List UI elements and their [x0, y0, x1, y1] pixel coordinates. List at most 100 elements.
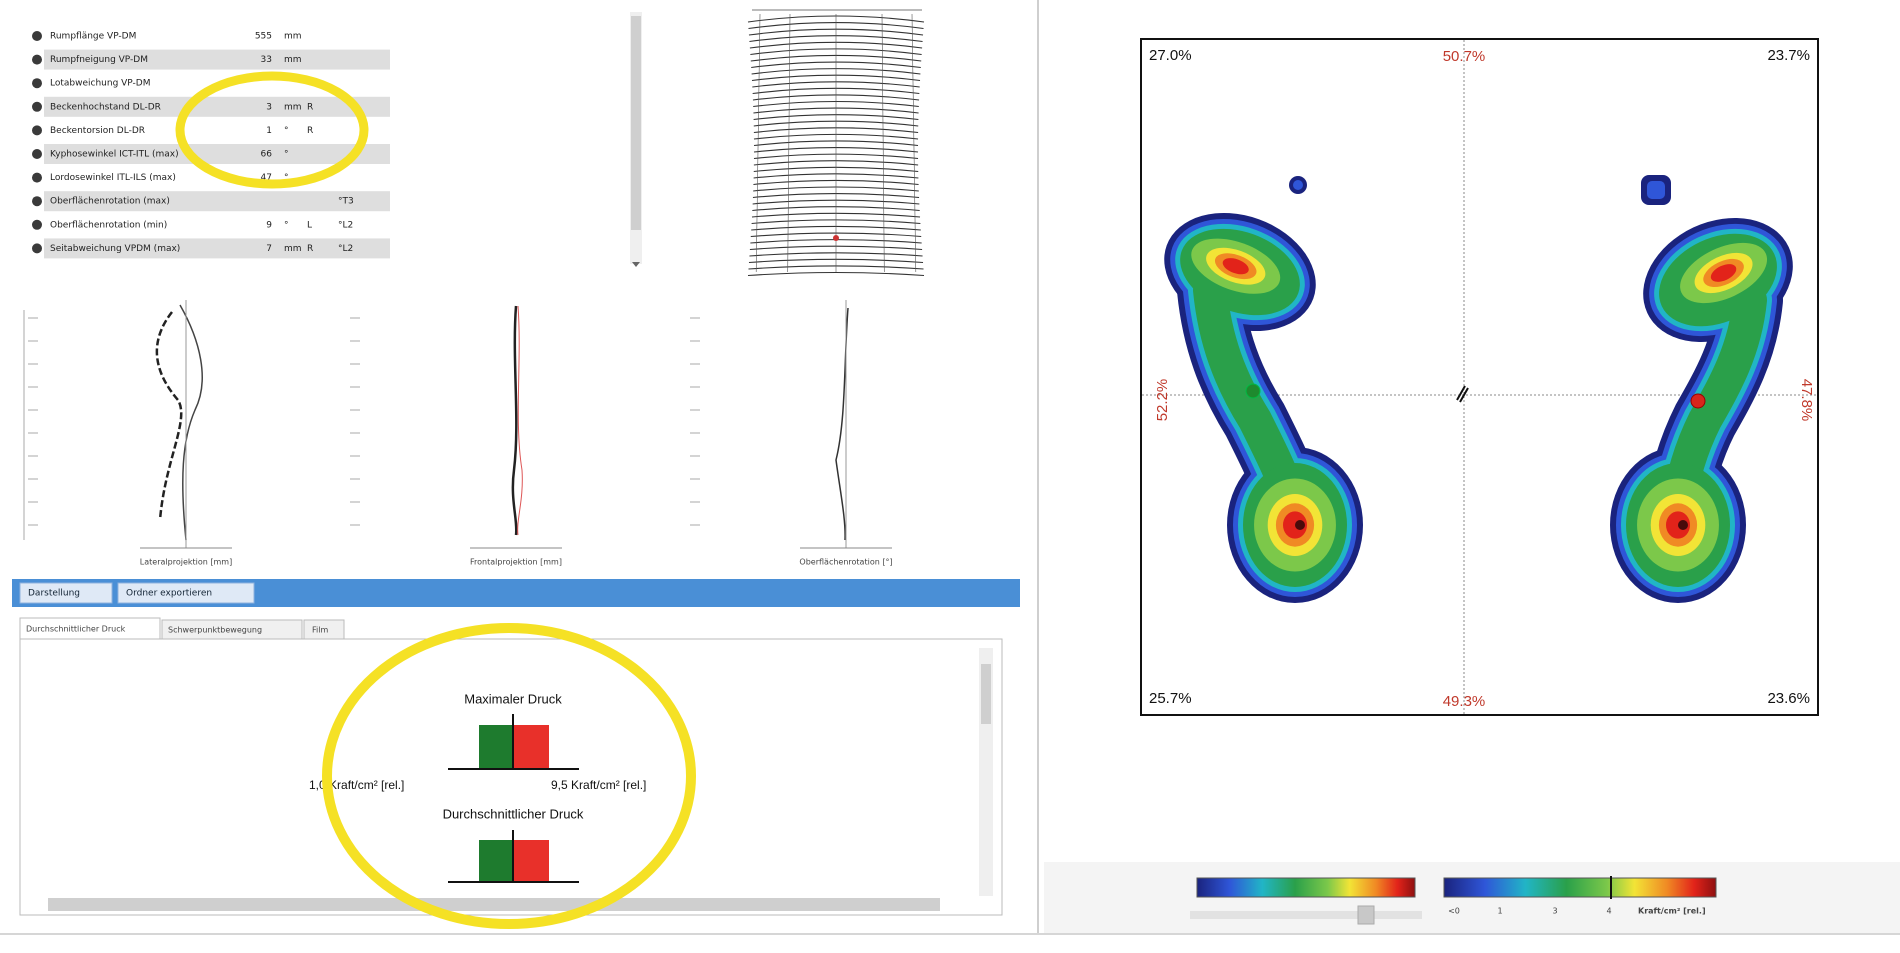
scroll-arrow[interactable] — [632, 262, 640, 267]
parameter-value: 555 — [255, 32, 272, 42]
row-bullet — [32, 54, 42, 65]
row-shade — [44, 49, 390, 70]
row-shade — [44, 144, 390, 164]
slider-track[interactable] — [1190, 911, 1422, 919]
dropdown[interactable] — [117, 582, 255, 604]
quadrant-label: 23.6% — [1767, 690, 1810, 707]
profile-label: Oberflächenrotation [°] — [799, 558, 892, 567]
profile-curve — [511, 305, 518, 536]
parameter-value: 1 — [266, 126, 272, 136]
section-title: Maximaler Druck — [464, 691, 562, 706]
heat-zone — [1222, 258, 1249, 275]
heat-zone — [1710, 264, 1737, 282]
parameter-name: Oberflächenrotation (min) — [50, 220, 167, 230]
dropdown[interactable] — [19, 582, 113, 604]
scrollbar-thumb[interactable] — [48, 898, 940, 911]
side-label: 52.2% — [1154, 379, 1171, 422]
heat-spot — [1647, 181, 1665, 199]
scan-landmark — [833, 235, 839, 241]
parameter-unit: ° — [284, 150, 289, 160]
scan-meridian — [881, 13, 885, 273]
tab-label[interactable]: Film — [312, 626, 328, 635]
row-bullet — [32, 149, 42, 159]
row-bullet — [32, 101, 42, 112]
pressure-indicator: Maximaler Druck 1,0 Kraft/cm² [rel.] 9,5… — [309, 691, 646, 883]
heat-peak — [1678, 520, 1688, 530]
pressure-heatmap — [1164, 175, 1793, 603]
row-shade — [44, 238, 390, 259]
back-scan — [747, 9, 925, 277]
tab-label[interactable]: Durchschnittlicher Druck — [26, 625, 126, 634]
parameter-name: Rumpfneigung VP-DM — [50, 55, 148, 65]
parameter-value: 9 — [266, 220, 272, 230]
slider-thumb[interactable] — [1357, 905, 1375, 925]
legend-tick: 4 — [1606, 907, 1611, 916]
scan-meridian — [755, 13, 761, 273]
row-bullet — [32, 243, 42, 254]
row-bullet — [32, 219, 42, 230]
scan-meridian — [911, 13, 917, 273]
parameter-value: 66 — [261, 150, 273, 160]
color-legend: <0 1 3 4 Kraft/cm² [rel.] — [1448, 907, 1706, 916]
cop-marker — [1690, 393, 1706, 409]
quadrant-label: 50.7% — [1443, 48, 1486, 65]
scrollbar-thumb[interactable] — [631, 16, 641, 230]
legend-tick: 3 — [1552, 907, 1557, 916]
toolbar-button[interactable]: Darstellung — [28, 589, 80, 599]
parameter-side: L — [307, 220, 312, 230]
row-shade — [44, 191, 390, 212]
legend-tick: <0 — [1448, 907, 1460, 916]
heat-peak — [1295, 520, 1305, 530]
row-bullet — [32, 78, 42, 89]
parameter-unit: ° — [284, 173, 289, 183]
quadrant-label: 25.7% — [1149, 690, 1192, 707]
tab-label[interactable]: Schwerpunktbewegung — [168, 626, 262, 635]
scan-contour — [747, 271, 925, 277]
bar-right — [513, 840, 549, 882]
parameter-name: Lotabweichung VP-DM — [50, 79, 150, 89]
bar-right — [513, 725, 549, 769]
toolbar-button[interactable]: Ordner exportieren — [126, 589, 212, 599]
legend-tick: 1 — [1497, 907, 1502, 916]
scale-label: 1,0 Kraft/cm² [rel.] — [309, 778, 404, 792]
parameter-name: Rumpflänge VP-DM — [50, 32, 136, 42]
parameter-unit: mm — [284, 55, 302, 65]
parameter-value: 47 — [261, 173, 272, 183]
profile-label: Frontalprojektion [mm] — [470, 558, 562, 567]
row-bullet — [32, 125, 42, 136]
color-bar — [1196, 877, 1416, 898]
quadrant-label: 49.3% — [1443, 693, 1486, 710]
profile-curve — [517, 305, 523, 536]
parameter-side: R — [307, 244, 313, 254]
scale-label: 9,5 Kraft/cm² [rel.] — [551, 778, 646, 792]
row-bullet — [32, 172, 42, 183]
heat-spot — [1293, 180, 1303, 190]
parameter-unit: mm — [284, 32, 302, 42]
profile-label: Lateralprojektion [mm] — [140, 558, 232, 567]
parameter-name: Seitabweichung VPDM (max) — [50, 244, 180, 254]
parameter-name: Beckenhochstand DL-DR — [50, 102, 161, 112]
bar-left — [479, 840, 513, 882]
parameter-unit: mm — [284, 102, 302, 112]
legend-unit: Kraft/cm² [rel.] — [1638, 907, 1706, 916]
row-shade — [44, 96, 390, 117]
parameter-value: 3 — [266, 102, 272, 112]
scan-meridian — [787, 13, 791, 273]
highlight-circle — [322, 623, 696, 929]
bar-left — [479, 725, 513, 769]
parameter-unit: ° — [284, 220, 289, 230]
parameter-name: Lordosewinkel ITL-ILS (max) — [50, 173, 176, 183]
cop-marker — [1245, 383, 1261, 399]
parameter-name: Beckentorsion DL-DR — [50, 126, 145, 136]
parameter-unit: mm — [284, 244, 302, 254]
side-label: 47.8% — [1798, 379, 1815, 422]
quadrant-label: 27.0% — [1149, 47, 1192, 64]
row-bullet — [32, 196, 42, 207]
parameter-value: 33 — [261, 55, 272, 65]
section-title: Durchschnittlicher Druck — [443, 806, 584, 821]
scrollbar-thumb[interactable] — [981, 664, 991, 724]
parameter-value: 7 — [266, 244, 272, 254]
center-marker — [1456, 385, 1469, 403]
quadrant-label: 23.7% — [1767, 47, 1810, 64]
